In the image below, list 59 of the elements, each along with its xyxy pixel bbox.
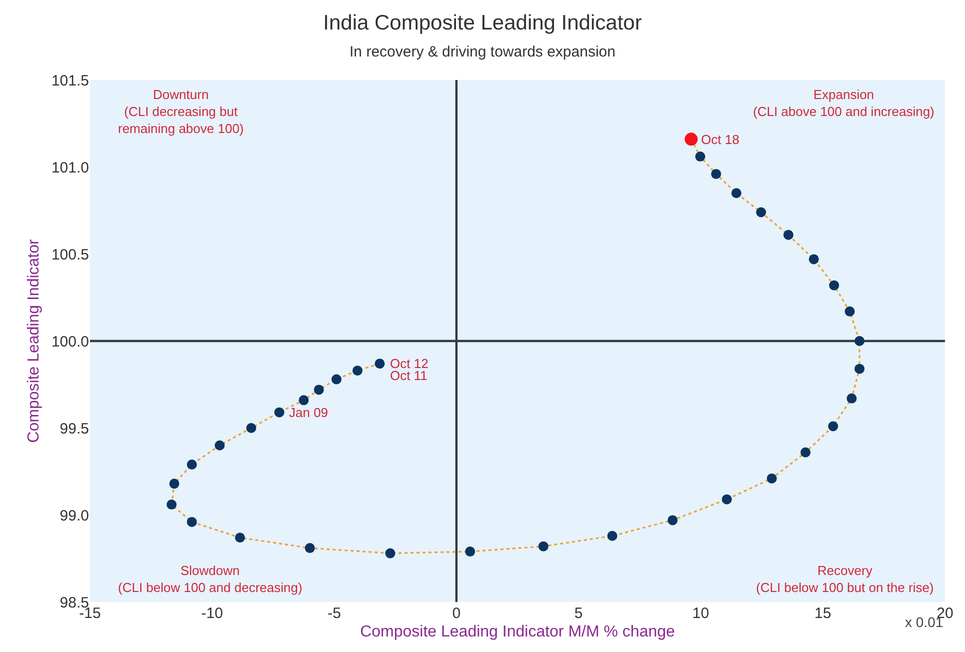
y-tick-label: 99.5 (60, 420, 89, 438)
x-tick-label: -10 (201, 605, 223, 622)
point (854, 336, 864, 346)
point (711, 168, 722, 179)
point (722, 494, 732, 504)
point (538, 541, 548, 552)
point (186, 460, 197, 470)
annotation: Oct 12 (390, 356, 428, 371)
annotation: Jan 09 (289, 405, 328, 420)
x-axis-title: Composite Leading Indicator M/M % change (360, 624, 676, 641)
point (331, 374, 342, 384)
chart-subtitle: In recovery & driving towards expansion (350, 44, 616, 61)
point (274, 407, 284, 418)
point (731, 188, 742, 198)
y-tick-label: 101.5 (51, 72, 89, 90)
annotation: Recovery (CLI below 100 but on the rise) (756, 563, 934, 595)
point (783, 230, 794, 240)
point (304, 543, 315, 554)
point (844, 306, 855, 316)
annotation: Downturn (CLI decreasing but remaining above 100) (118, 87, 244, 136)
y-tick-label: 99.0 (60, 507, 89, 524)
point (829, 280, 840, 290)
point (246, 423, 256, 433)
point (465, 546, 476, 557)
point (828, 421, 838, 432)
point (352, 366, 362, 376)
x-tick-label: 15 (814, 605, 832, 622)
point (668, 515, 678, 526)
y-tick-label: 101.0 (51, 159, 89, 176)
annotation: Oct 18 (701, 132, 740, 147)
y-tick-label: 100.0 (51, 333, 89, 350)
point (854, 364, 864, 374)
point (166, 500, 177, 510)
point (374, 358, 385, 369)
x-tick-label: 5 (574, 605, 583, 622)
point (186, 516, 197, 527)
point (298, 395, 309, 406)
y-axis-title: Composite Leading Indicator (25, 238, 42, 443)
point (234, 532, 245, 543)
chart-title: India Composite Leading Indicator (323, 11, 642, 34)
point (607, 530, 618, 541)
x-tick-label: -5 (328, 605, 341, 622)
point (695, 152, 706, 162)
annotation: Expansion (CLI above 100 and increasing) (753, 87, 934, 119)
point (766, 473, 777, 484)
point (800, 447, 811, 458)
point (314, 384, 324, 395)
point (808, 254, 819, 264)
annotation: Oct 11 (390, 368, 428, 383)
point (846, 393, 857, 404)
x-tick-label: 0 (452, 605, 461, 622)
y-tick-label: 100.5 (51, 246, 89, 264)
x-tick-label: 10 (692, 605, 710, 622)
point (385, 548, 396, 558)
point (684, 132, 698, 146)
point (169, 478, 180, 489)
point (214, 440, 225, 450)
annotation: Slowdown (CLI below 100 and decreasing) (118, 563, 302, 595)
point (756, 207, 766, 218)
